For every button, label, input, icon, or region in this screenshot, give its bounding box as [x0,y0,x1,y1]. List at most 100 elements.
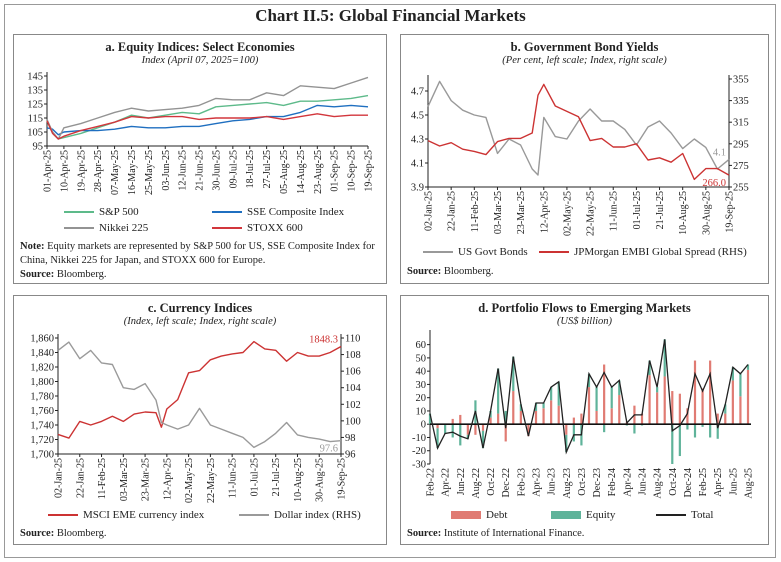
y-tick-label: 125 [27,100,43,111]
legend-label: Equity [586,509,616,521]
bar-equity [595,387,598,411]
x-tick-label: 01-Sep-25 [330,150,341,192]
panel-subtitle: Index (April 07, 2025=100) [141,55,259,66]
y-tick-label: 95 [33,142,44,153]
series-line-jpmorgan-embi-global-spread-rhs- [427,83,730,181]
panel-bond-yields: b. Government Bond Yields (Per cent, lef… [400,34,769,284]
x-tick-label: 19-Sep-25 [364,150,375,192]
bar-equity [504,410,507,425]
y2-tick-label: 315 [733,118,749,129]
y-tick-label: 4.7 [411,87,424,98]
y-tick-label: 4.5 [411,111,424,122]
legend-item: MSCI EME currency index [48,509,204,521]
x-tick-label: 28-Apr-25 [93,150,104,192]
x-tick-label: Apr-22 [441,468,452,497]
y-tick-label: 1,700 [30,450,54,461]
x-tick-label: 02-Jan-25 [54,458,65,498]
legend-item: JPMorgan EMBI Global Spread (RHS) [539,246,747,258]
y2-tick-label: 275 [733,161,749,172]
x-tick-label: Feb-25 [698,468,709,496]
x-tick-label: Dec-22 [501,468,512,497]
x-tick-label: Oct-23 [577,468,588,496]
chart-b-svg: 3.9 4.1 4.3 4.5 4.7 255 275 295 315 335 355 02-Jan-… [411,75,749,237]
legend-item: S&P 500 [64,206,139,218]
bar-equity [656,387,659,393]
panel-equity-indices: a. Equity Indices: Select Economies Inde… [13,34,387,284]
bar-debt [534,410,538,425]
outer-frame [4,4,776,558]
bar-equity [603,424,606,433]
bar-debt [595,410,598,425]
x-tick-label: 19-Sep-25 [725,191,736,233]
bar-equity [519,404,522,411]
x-tick-label: Feb-23 [516,468,527,496]
y-tick-label: 20 [416,393,427,404]
legend-label: S&P 500 [99,206,139,218]
source-label: Source: [20,269,55,280]
bar-equity [701,424,704,427]
bar-debt [724,413,727,425]
bar-equity [459,424,462,446]
source-text: Institute of International Finance. [443,528,585,539]
source-text: Bloomberg. [56,528,107,539]
x-tick-label: 30-Aug-25 [315,458,326,502]
bar-debt [489,417,492,425]
y-tick-label: 1,820 [30,363,54,374]
legend-label: JPMorgan EMBI Global Spread (RHS) [574,246,747,258]
bar-debt [550,400,553,425]
source-label: Source: [407,528,442,539]
x-tick-label: 21-Jul-25 [271,458,282,496]
legend-label: US Govt Bonds [458,246,528,258]
x-tick-label: 12-Apr-25 [539,191,550,233]
series-line-sse-composite-index [46,104,369,136]
legend-item: Total [656,509,713,521]
main-title: Chart II.5: Global Financial Markets [255,6,526,25]
x-tick-label: Oct-22 [486,468,497,496]
x-tick-label: Apr-24 [622,468,633,497]
legend-item: Debt [451,509,507,521]
bar-debt [504,424,507,442]
y-tick-label: 0 [421,420,426,431]
legend-swatch [64,211,94,213]
bar-debt [580,413,583,425]
series-line-nikkei-225 [46,76,369,140]
x-tick-label: 05-Aug-25 [279,150,290,194]
bar-debt [640,413,644,425]
panel-title: b. Government Bond Yields [510,40,659,54]
y2-tick-label: 335 [733,96,749,107]
y-tick-label: 10 [416,406,427,417]
bar-equity [686,424,689,430]
y-tick-label: 1,720 [30,435,54,446]
bar-debt [519,410,522,425]
bar-equity [739,373,742,397]
bar-equity [481,430,485,449]
bar-equity [572,424,575,442]
legend-swatch [212,211,242,213]
x-tick-label: Aug-25 [744,468,755,499]
y2-tick-label: 110 [345,334,360,345]
x-tick-label: 10-Sep-25 [347,150,358,192]
x-tick-label: 12-Jun-25 [178,150,189,191]
x-tick-label: Jun-24 [638,468,649,495]
chart-a-svg: 95 105 115 125 135 145 01-Apr-25 10-Apr-25 19-Ap… [27,72,375,196]
source: Source: Institute of International Finan… [407,527,762,541]
bar-debt [466,424,469,435]
bar-equity [512,356,515,392]
x-tick-label: 03-Jun-25 [161,150,172,191]
bar-equity [542,402,545,409]
series-line-us-govt-bonds [427,80,730,176]
end-value-label: 4.1 [713,147,726,158]
x-tick-label: Feb-22 [426,468,437,496]
y-tick-label: -10 [412,433,426,444]
x-tick-label: 19-Apr-25 [76,150,87,192]
y-tick-label: 3.9 [411,183,424,194]
end-value-label: 266.0 [702,178,726,189]
x-tick-label: Aug-23 [562,468,573,499]
bar-debt [701,388,704,425]
x-tick-label: 11-Jun-25 [228,458,239,498]
bar-debt [603,364,606,425]
chart-d-svg: -30 -20 -10 0 10 20 30 40 50 60 Feb-22 Apr-22 Jun-22… [412,330,755,499]
x-tick-label: 18-Jul-25 [245,150,256,188]
bar-debt [512,391,515,425]
x-tick-label: 11-Feb-25 [97,458,108,499]
